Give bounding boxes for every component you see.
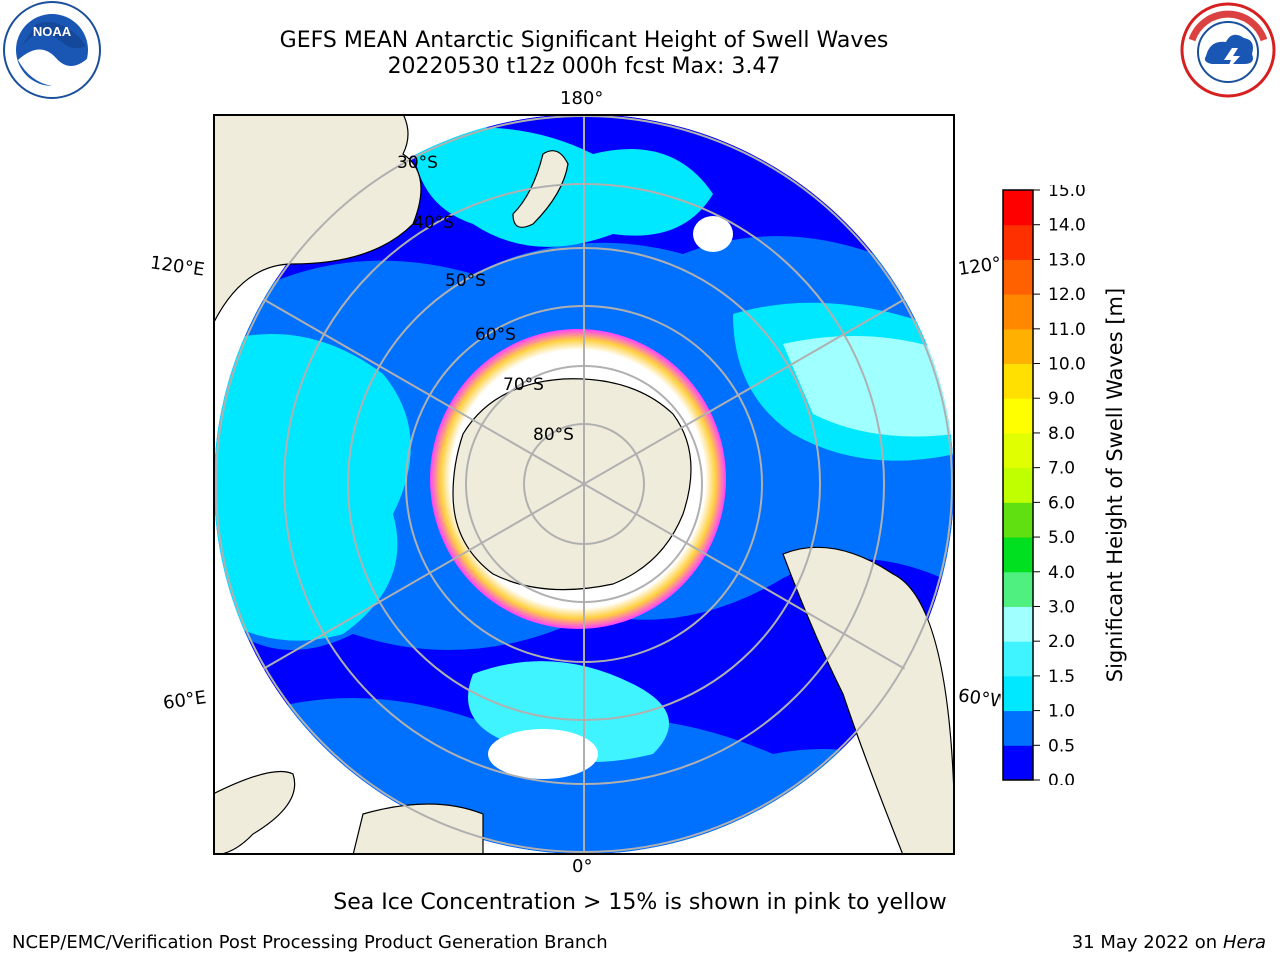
colorbar-tick-label: 0.0 — [1048, 771, 1075, 785]
colorbar-swatch — [1003, 606, 1033, 642]
lat-label-30s: 30°S — [397, 153, 438, 173]
colorbar-swatch — [1003, 190, 1033, 226]
footer-date: 31 May 2022 on Hera — [1072, 932, 1266, 953]
colorbar-swatch — [1003, 294, 1033, 330]
colorbar-swatch — [1003, 641, 1033, 677]
swell-band-cyan-north — [413, 127, 713, 247]
colorbar-tick-label: 12.0 — [1048, 285, 1086, 305]
lon-label-upper-left: 120°E — [148, 252, 206, 281]
colorbar-swatch — [1003, 537, 1033, 573]
lat-label-70s: 70°S — [503, 375, 544, 395]
lon-label-top: 180° — [560, 88, 604, 109]
graticule — [215, 114, 953, 854]
australia-landmass — [213, 114, 422, 325]
nws-logo — [1180, 2, 1276, 98]
colorbar-swatch — [1003, 745, 1033, 781]
colorbar-swatch — [1003, 224, 1033, 260]
colorbar-tick-label: 15.0 — [1048, 185, 1086, 201]
colorbar: 0.0 0.5 1.0 1.5 2.0 3.0 4.0 5.0 6.0 7.0 8.0 9.0 10.0… — [1002, 185, 1127, 785]
swell-band-cyan-west — [214, 334, 411, 641]
lat-label-60s: 60°S — [475, 325, 516, 345]
noaa-logo: NOAA — [3, 1, 101, 99]
colorbar-tick-label: 14.0 — [1048, 216, 1086, 236]
lon-label-upper-right: 120°W — [956, 253, 1004, 280]
colorbar-tick-label: 3.0 — [1048, 597, 1075, 617]
colorbar-tick-label: 2.0 — [1048, 632, 1075, 652]
new-zealand-landmass — [512, 150, 569, 228]
chart-subtitle: 20220530 t12z 000h fcst Max: 3.47 — [387, 54, 781, 79]
colorbar-swatch — [1003, 259, 1033, 295]
colorbar-tick-label: 5.0 — [1048, 528, 1075, 548]
colorbar-swatch — [1003, 328, 1033, 365]
colorbar-swatch — [1003, 710, 1033, 746]
colorbar-tick-label: 9.0 — [1048, 389, 1075, 409]
colorbar-tick-label: 0.5 — [1048, 736, 1075, 756]
lon-label-bottom: 0° — [572, 856, 593, 877]
noaa-logo-text: NOAA — [33, 24, 72, 39]
colorbar-tick-label: 13.0 — [1048, 250, 1086, 270]
colorbar-tick-label: 11.0 — [1048, 320, 1086, 340]
colorbar-swatch — [1003, 363, 1033, 399]
colorbar-swatch — [1003, 432, 1033, 469]
lon-label-lower-right: 60°W — [956, 685, 1002, 712]
colorbar-swatch — [1003, 571, 1033, 607]
colorbar-tick-label: 10.0 — [1048, 355, 1086, 375]
lat-label-80s: 80°S — [533, 425, 574, 445]
chart-title: GEFS MEAN Antarctic Significant Height o… — [279, 28, 889, 53]
antarctica-landmass — [452, 378, 692, 591]
white-patch-south — [488, 729, 598, 779]
colorbar-swatch — [1003, 398, 1033, 434]
colorbar-swatches — [1003, 190, 1033, 781]
colorbar-tick-label: 1.5 — [1048, 667, 1075, 687]
colorbar-tick-label: 8.0 — [1048, 424, 1075, 444]
footer-credit: NCEP/EMC/Verification Post Processing Pr… — [12, 932, 608, 953]
colorbar-ticks: 0.0 0.5 1.0 1.5 2.0 3.0 4.0 5.0 6.0 7.0 8.0 9.0 10.0… — [1033, 185, 1086, 785]
colorbar-swatch — [1003, 467, 1033, 503]
sea-ice-caption: Sea Ice Concentration > 15% is shown in … — [333, 890, 947, 915]
colorbar-tick-label: 7.0 — [1048, 459, 1075, 479]
lon-label-lower-left: 60°E — [161, 687, 208, 714]
footer-date-text: 31 May 2022 on — [1071, 932, 1218, 953]
colorbar-tick-label: 6.0 — [1048, 493, 1075, 513]
lat-label-50s: 50°S — [445, 271, 486, 291]
polar-map: 30°S 40°S 50°S 60°S 70°S 80°S — [213, 114, 955, 855]
africa-south-landmass — [352, 803, 484, 855]
colorbar-tick-label: 4.0 — [1048, 563, 1075, 583]
africa-landmass — [213, 770, 296, 855]
lat-label-40s: 40°S — [413, 213, 454, 233]
colorbar-swatch — [1003, 675, 1033, 712]
swell-band-light-east — [783, 336, 954, 437]
colorbar-tick-label: 1.0 — [1048, 702, 1075, 722]
colorbar-swatch — [1003, 502, 1033, 538]
footer-machine: Hera — [1222, 932, 1266, 953]
white-patch-north — [693, 216, 733, 252]
colorbar-label: Significant Height of Swell Waves [m] — [1103, 288, 1127, 682]
